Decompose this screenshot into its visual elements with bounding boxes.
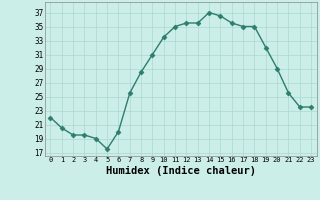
X-axis label: Humidex (Indice chaleur): Humidex (Indice chaleur) (106, 166, 256, 176)
